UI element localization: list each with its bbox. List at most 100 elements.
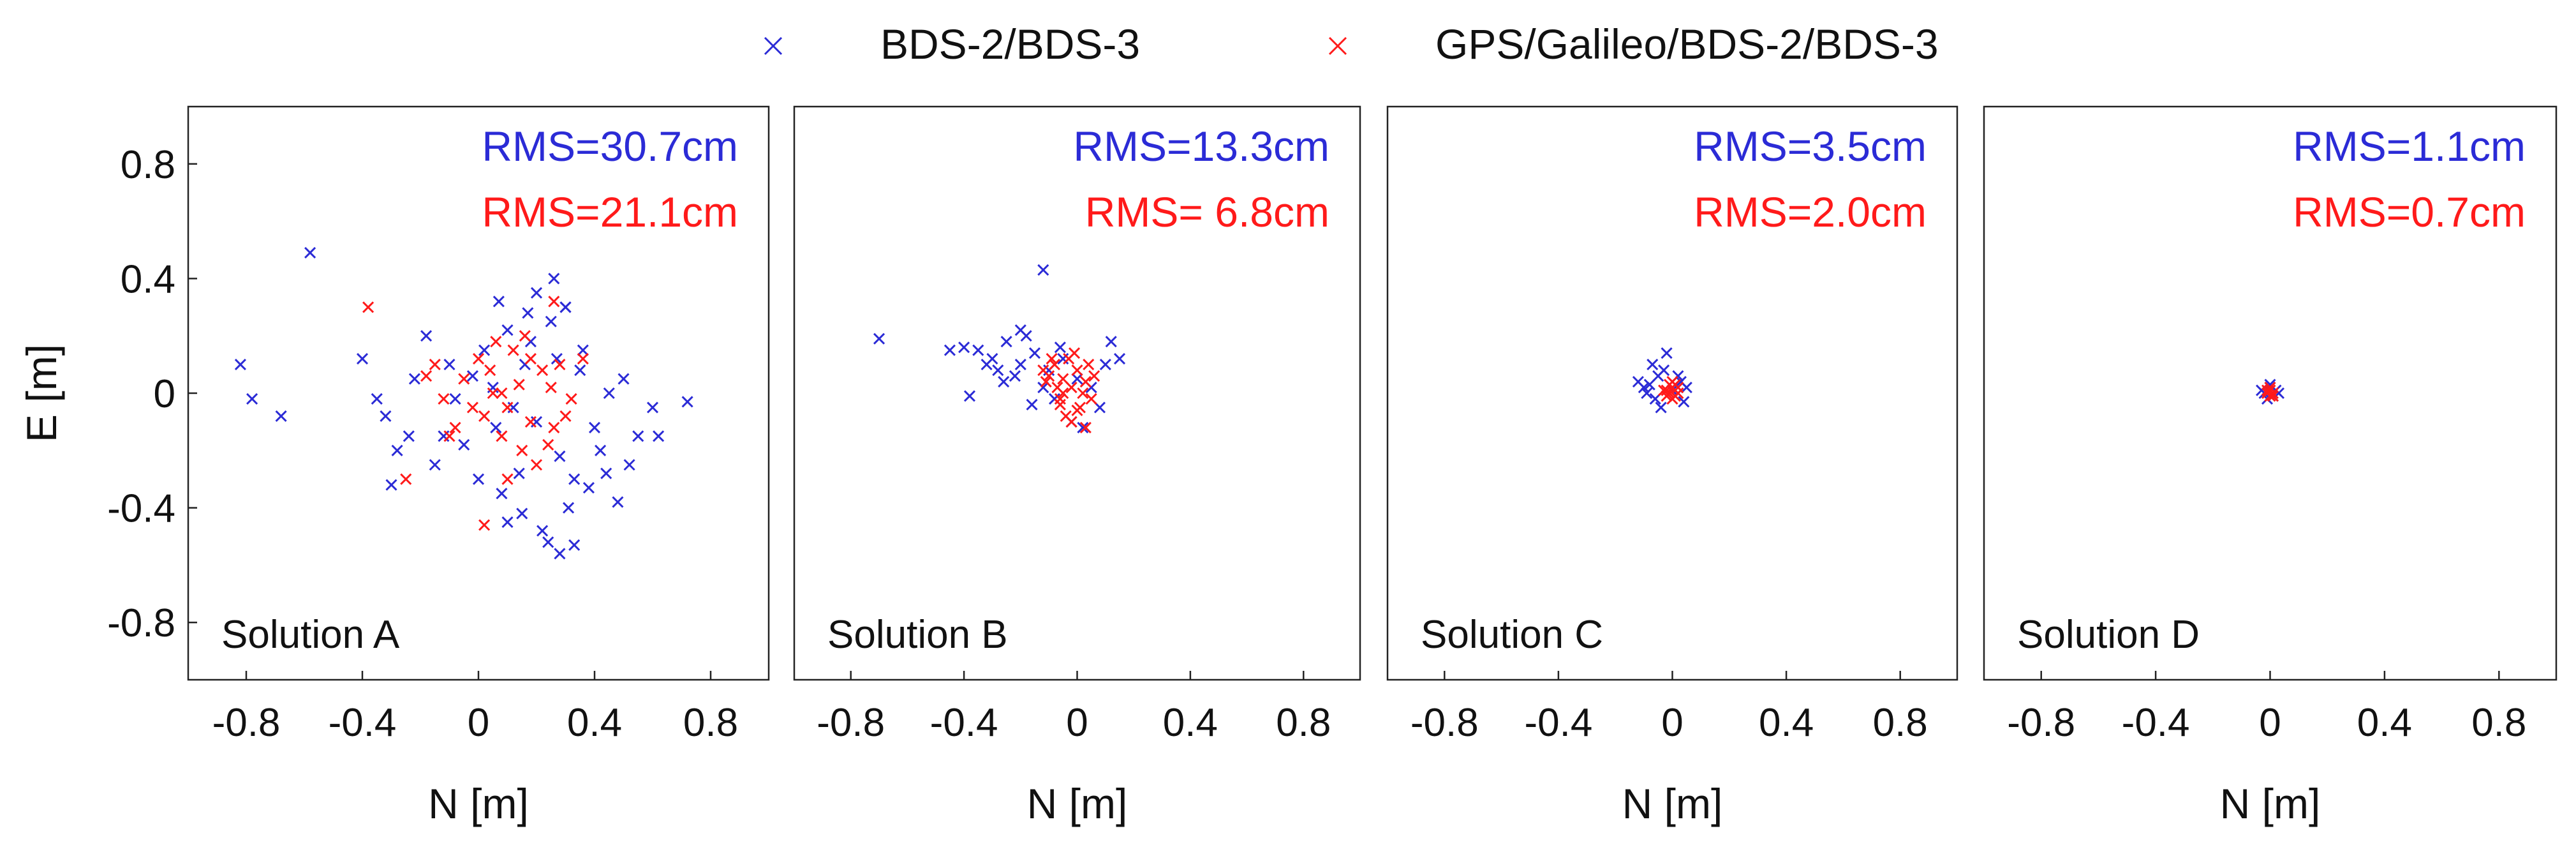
data-point [595, 444, 607, 456]
data-point [1655, 401, 1667, 414]
data-point [1079, 375, 1092, 388]
rms-label-1: RMS=3.5cm [1694, 123, 1927, 170]
legend-marker-2 [1328, 36, 1347, 56]
data-point [490, 421, 502, 433]
data-point [1661, 347, 1673, 359]
data-point [519, 330, 531, 342]
data-point [400, 473, 412, 485]
data-point [537, 525, 549, 537]
data-point [478, 519, 491, 531]
data-point [1071, 373, 1083, 385]
data-point [371, 393, 383, 405]
data-point [429, 359, 441, 371]
x-tick-label: 0.4 [2357, 701, 2412, 745]
data-point [577, 344, 589, 356]
data-point [234, 359, 246, 371]
data-point [1641, 387, 1653, 400]
data-point [1105, 336, 1117, 348]
data-point [501, 324, 514, 336]
data-point [582, 482, 595, 494]
x-tick-label: 0.4 [567, 701, 622, 745]
data-point [574, 364, 586, 377]
data-point [618, 373, 630, 385]
data-point [1026, 398, 1038, 411]
data-point [1057, 387, 1069, 400]
panel-4: -0.8 -0.4 0 0.4 0.8 N [m] RMS=1.1cm RMS=0.7cm So… [1983, 105, 2557, 827]
data-point [478, 410, 491, 422]
data-point [501, 401, 514, 414]
data-point [356, 353, 369, 365]
x-axis-label: N [m] [1622, 780, 1723, 827]
data-point [275, 410, 287, 422]
data-point [981, 359, 993, 371]
data-point [1666, 393, 1678, 405]
data-point [568, 473, 581, 485]
data-point [484, 364, 496, 377]
x-axis-label: N [m] [1027, 780, 1128, 827]
legend-label-2: GPS/Galileo/BDS-2/BDS-3 [1435, 20, 1939, 68]
data-point [562, 502, 575, 514]
series-1-points [234, 246, 693, 560]
data-point [496, 387, 508, 400]
data-point [513, 467, 525, 479]
legend: BDS-2/BDS-3 GPS/Galileo/BDS-2/BDS-3 [764, 20, 1939, 68]
data-point [1079, 421, 1092, 433]
data-point [1113, 353, 1126, 365]
data-point [554, 359, 566, 371]
data-point [420, 330, 433, 342]
y-tick-label: -0.8 [107, 601, 175, 645]
data-point [548, 273, 560, 285]
data-point [466, 401, 478, 414]
x-tick-label: -0.4 [2122, 701, 2190, 745]
data-point [2264, 381, 2276, 394]
panel-3: -0.8 -0.4 0 0.4 0.8 N [m] RMS=3.5cm RMS=2.0cm So… [1386, 105, 1958, 827]
data-point [565, 393, 577, 405]
panels: -0.8 -0.4 0 0.4 0.8 -0.8 -0.4 0 0.4 0.8 N [m] E [m]… [18, 105, 2557, 827]
data-point [972, 344, 984, 356]
data-point [1054, 341, 1066, 354]
solution-label: Solution A [221, 613, 400, 657]
rms-label-2: RMS=0.7cm [2293, 188, 2526, 236]
solution-label: Solution C [1421, 613, 1603, 657]
data-point [429, 459, 441, 471]
data-point [449, 421, 461, 433]
data-point [1085, 393, 1097, 405]
x-tick-label: 0 [1661, 701, 1683, 745]
y-tick-label: 0.4 [121, 257, 175, 301]
data-point [646, 401, 659, 414]
data-point [443, 430, 455, 442]
data-point [472, 473, 485, 485]
x-tick-label: 0.8 [1276, 701, 1331, 745]
x-axis-label: N [m] [2220, 780, 2321, 827]
data-point [1014, 324, 1026, 336]
x-tick-label: 0.8 [2471, 701, 2526, 745]
data-point [472, 353, 485, 365]
x-tick-label: 0 [2259, 701, 2281, 745]
data-point [1666, 375, 1678, 388]
data-point [443, 359, 455, 371]
data-point [653, 430, 665, 442]
x-tick-label: -0.8 [1410, 701, 1479, 745]
data-point [548, 296, 560, 308]
data-point [548, 421, 560, 433]
data-point [632, 430, 644, 442]
data-point [559, 301, 572, 313]
data-point [992, 364, 1004, 377]
rms-label-1: RMS=30.7cm [482, 123, 738, 170]
data-point [1040, 375, 1052, 388]
data-point [1054, 398, 1066, 411]
series-2-points [2261, 381, 2279, 402]
data-point [496, 430, 508, 442]
x-tick-label: 0.8 [1873, 701, 1928, 745]
data-point [1069, 347, 1081, 359]
legend-marker-1 [764, 36, 783, 56]
data-point [623, 459, 635, 471]
data-point [944, 344, 956, 356]
data-point [391, 444, 403, 456]
data-point [1647, 359, 1659, 371]
series-2-points [1658, 375, 1684, 405]
data-point [246, 393, 258, 405]
data-point [420, 370, 433, 382]
x-tick-label: 0.4 [1759, 701, 1814, 745]
